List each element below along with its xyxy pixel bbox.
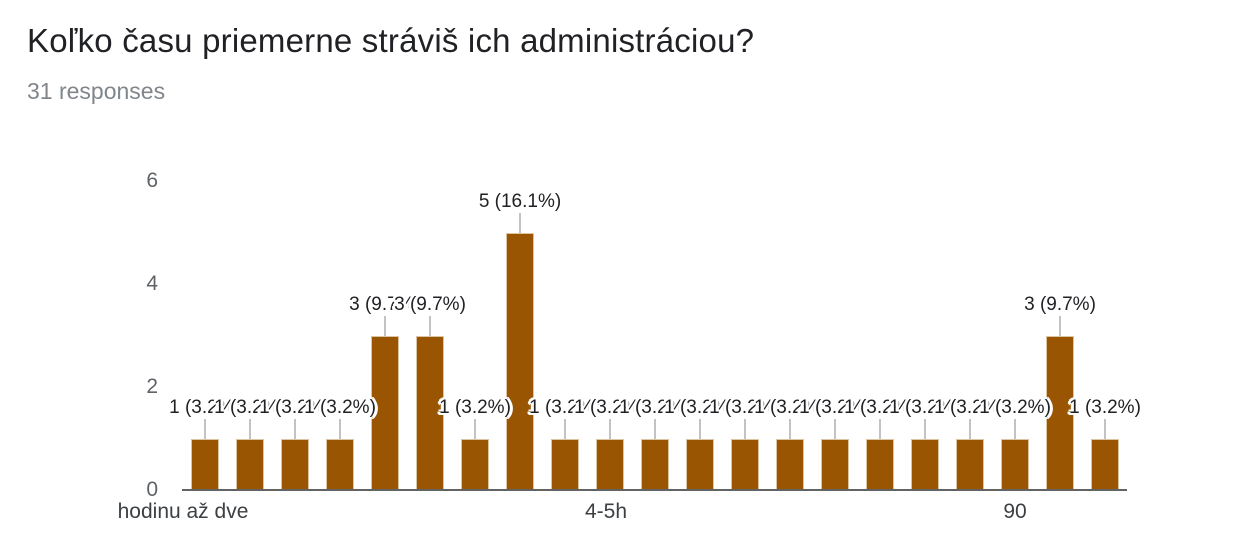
- bar-leader-line: [384, 316, 386, 336]
- bar: [731, 439, 759, 490]
- bar: [596, 439, 624, 490]
- bar-value-label: 1 (3.2%): [439, 397, 511, 418]
- bar-value-label: 3 (9.7%): [349, 294, 421, 315]
- bar: [461, 439, 489, 490]
- bar-leader-line: [744, 419, 746, 439]
- bar-value-label: 5 (16.1%): [478, 191, 562, 212]
- bar-leader-line: [879, 419, 881, 439]
- bar-leader-line: [924, 419, 926, 439]
- bar-value-label: 1 (3.2%): [259, 397, 331, 418]
- bar: [1001, 439, 1029, 490]
- y-axis-tick-label: 0: [146, 478, 158, 501]
- bar-leader-line: [564, 419, 566, 439]
- bar-value-label: 1 (3.2%): [169, 397, 241, 418]
- bar-value-label: 1 (3.2%): [934, 397, 1006, 418]
- bar-value-label: 1 (3.2%): [709, 397, 781, 418]
- bar: [506, 233, 534, 490]
- bar-leader-line: [519, 213, 521, 233]
- bar: [191, 439, 219, 490]
- bar-value-label: 1 (3.2%): [754, 397, 826, 418]
- bar-leader-line: [339, 419, 341, 439]
- bar-value-label: 1 (3.2%): [304, 397, 376, 418]
- bar: [1091, 439, 1119, 490]
- x-axis-tick-label: 90: [1003, 500, 1027, 523]
- x-axis-tick-label: hodinu až dve: [117, 500, 249, 523]
- bar-value-label: 1 (3.2%): [889, 397, 961, 418]
- bar-value-label: 1 (3.2%): [619, 397, 691, 418]
- bar-value-label: 3 (9.7%): [1024, 294, 1096, 315]
- bar-value-label: 1 (3.2%): [664, 397, 736, 418]
- x-axis-tick-label: 4-5h: [584, 500, 628, 523]
- bar-leader-line: [699, 419, 701, 439]
- bar-leader-line: [1104, 419, 1106, 439]
- bar: [911, 439, 939, 490]
- bar: [326, 439, 354, 490]
- bar-leader-line: [429, 316, 431, 336]
- response-count: 31 responses: [27, 78, 166, 104]
- bar-value-label: 1 (3.2%): [1069, 397, 1141, 418]
- bar-value-label: 1 (3.2%): [979, 397, 1051, 418]
- bar-leader-line: [204, 419, 206, 439]
- bar: [686, 439, 714, 490]
- bar-leader-line: [654, 419, 656, 439]
- bar-value-label: 1 (3.2%): [214, 397, 286, 418]
- bar-leader-line: [474, 419, 476, 439]
- bar: [551, 439, 579, 490]
- bar-leader-line: [789, 419, 791, 439]
- bar-value-label: 1 (3.2%): [799, 397, 871, 418]
- bar: [416, 336, 444, 490]
- bar-leader-line: [1059, 316, 1061, 336]
- bar-leader-line: [249, 419, 251, 439]
- y-axis-tick-label: 6: [146, 169, 158, 193]
- question-title: Koľko času priemerne stráviš ich adminis…: [27, 22, 755, 59]
- y-axis-tick-label: 2: [146, 375, 158, 399]
- bar-leader-line: [294, 419, 296, 439]
- bar: [1046, 336, 1074, 490]
- bar-value-label: 3 (9.7%): [394, 294, 466, 315]
- y-axis-tick-label: 4: [146, 272, 158, 296]
- x-axis-line: [182, 489, 1127, 491]
- bar-leader-line: [969, 419, 971, 439]
- bar: [866, 439, 894, 490]
- bar-leader-line: [609, 419, 611, 439]
- bar: [641, 439, 669, 490]
- bar: [956, 439, 984, 490]
- bar-leader-line: [1014, 419, 1016, 439]
- bar: [281, 439, 309, 490]
- bar-value-label: 1 (3.2%): [529, 397, 601, 418]
- bar: [776, 439, 804, 490]
- bar-leader-line: [834, 419, 836, 439]
- bar-value-label: 1 (3.2%): [574, 397, 646, 418]
- bar: [821, 439, 849, 490]
- bar-value-label: 1 (3.2%): [844, 397, 916, 418]
- bar: [371, 336, 399, 490]
- bar: [236, 439, 264, 490]
